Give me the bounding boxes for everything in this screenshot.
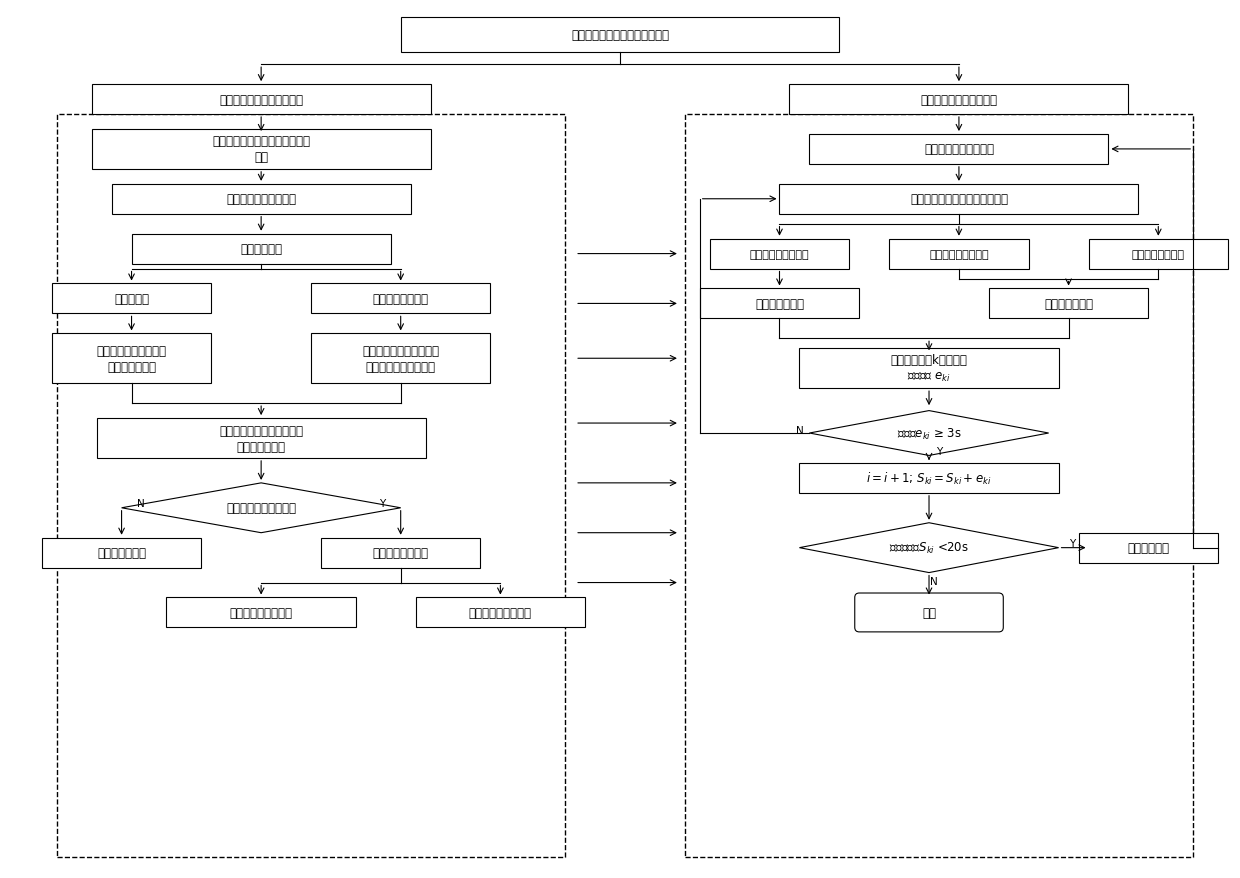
- Polygon shape: [122, 483, 401, 533]
- Text: 周边交叉口群模糊控制: 周边交叉口群模糊控制: [924, 143, 994, 156]
- Bar: [1079, 533, 1218, 563]
- Bar: [684, 115, 1193, 857]
- Bar: [311, 334, 490, 384]
- Bar: [790, 85, 1128, 115]
- Text: 一级模糊控制器: 一级模糊控制器: [755, 298, 804, 311]
- Text: 道路基础数据获取与子区域划分: 道路基础数据获取与子区域划分: [570, 29, 670, 42]
- Bar: [709, 240, 849, 270]
- Text: 收费站通行能力调控: 收费站通行能力调控: [469, 606, 532, 619]
- Bar: [401, 18, 839, 53]
- Text: Y: Y: [936, 446, 942, 457]
- Text: N: N: [136, 498, 144, 508]
- Text: $i=i+1$; $S_{ki}=S_{ki}+e_{ki}$: $i=i+1$; $S_{ki}=S_{ki}+e_{ki}$: [867, 471, 992, 486]
- Bar: [131, 234, 391, 264]
- Text: 输出最优设计方案: 输出最优设计方案: [373, 546, 429, 559]
- Bar: [311, 284, 490, 314]
- Text: 结束: 结束: [923, 606, 936, 619]
- Bar: [97, 419, 425, 458]
- Text: 保持现运行方案: 保持现运行方案: [97, 546, 146, 559]
- Text: N: N: [930, 576, 937, 586]
- Bar: [415, 598, 585, 628]
- Text: 交叉口信号配时调节: 交叉口信号配时调节: [229, 606, 293, 619]
- Bar: [321, 538, 480, 568]
- Bar: [92, 85, 430, 115]
- Text: 进口车道路段拥挤度: 进口车道路段拥挤度: [750, 249, 810, 259]
- Bar: [699, 289, 859, 319]
- Text: 周边其他交叉口群子区域: 周边其他交叉口群子区域: [920, 93, 997, 106]
- Polygon shape: [800, 523, 1059, 573]
- Bar: [57, 115, 565, 857]
- Bar: [810, 135, 1109, 165]
- Text: 交叉口群实时交通流与排队长度: 交叉口群实时交通流与排队长度: [910, 193, 1008, 206]
- Bar: [52, 334, 211, 384]
- Text: 交通流量与排队车辆数: 交通流量与排队车辆数: [226, 193, 296, 206]
- Text: 出口车道车辆延误: 出口车道车辆延误: [1132, 249, 1184, 259]
- Text: 非饱和状态: 非饱和状态: [114, 292, 149, 306]
- Text: Y: Y: [1069, 538, 1075, 548]
- Polygon shape: [810, 411, 1049, 456]
- Text: 建立收费站与目标交叉口
通行能力最大优化模型: 建立收费站与目标交叉口 通行能力最大优化模型: [362, 344, 439, 373]
- Bar: [42, 538, 201, 568]
- Text: 判断是否满足优化效率: 判断是否满足优化效率: [226, 501, 296, 515]
- Text: 出口车道路段拥挤度: 出口车道路段拥挤度: [929, 249, 988, 259]
- Text: 求得收费站与衔接交叉口最
佳通行能力解集: 求得收费站与衔接交叉口最 佳通行能力解集: [219, 424, 303, 453]
- Bar: [1089, 240, 1228, 270]
- Text: 建立目标交叉口平均延
误最小优化模型: 建立目标交叉口平均延 误最小优化模型: [97, 344, 166, 373]
- Text: 收费站与衔接交叉口的协同控制
模型: 收费站与衔接交叉口的协同控制 模型: [212, 135, 310, 164]
- Bar: [889, 240, 1029, 270]
- Text: 累计调整量$S_{ki}$ <20s: 累计调整量$S_{ki}$ <20s: [889, 541, 968, 556]
- Bar: [112, 184, 410, 214]
- Bar: [800, 464, 1059, 493]
- Bar: [800, 349, 1059, 389]
- Text: 二级模糊控制器: 二级模糊控制器: [1044, 298, 1094, 311]
- Text: 调整量$e_{ki}$ ≥ 3s: 调整量$e_{ki}$ ≥ 3s: [897, 426, 961, 441]
- Bar: [92, 130, 430, 169]
- Text: 收费站与衔接交叉口子区域: 收费站与衔接交叉口子区域: [219, 93, 303, 106]
- Text: 交通状态划分: 交通状态划分: [241, 243, 283, 255]
- FancyBboxPatch shape: [854, 594, 1003, 632]
- Text: N: N: [796, 426, 804, 435]
- Bar: [988, 289, 1148, 319]
- Bar: [166, 598, 356, 628]
- Text: 调整配时方案: 调整配时方案: [1127, 542, 1169, 555]
- Bar: [780, 184, 1138, 214]
- Bar: [52, 284, 211, 314]
- Text: Y: Y: [379, 498, 386, 508]
- Text: 饱和、过饱和状态: 饱和、过饱和状态: [373, 292, 429, 306]
- Text: 交叉口进口道k的路灯调
整量求和 $e_{ki}$: 交叉口进口道k的路灯调 整量求和 $e_{ki}$: [890, 354, 967, 384]
